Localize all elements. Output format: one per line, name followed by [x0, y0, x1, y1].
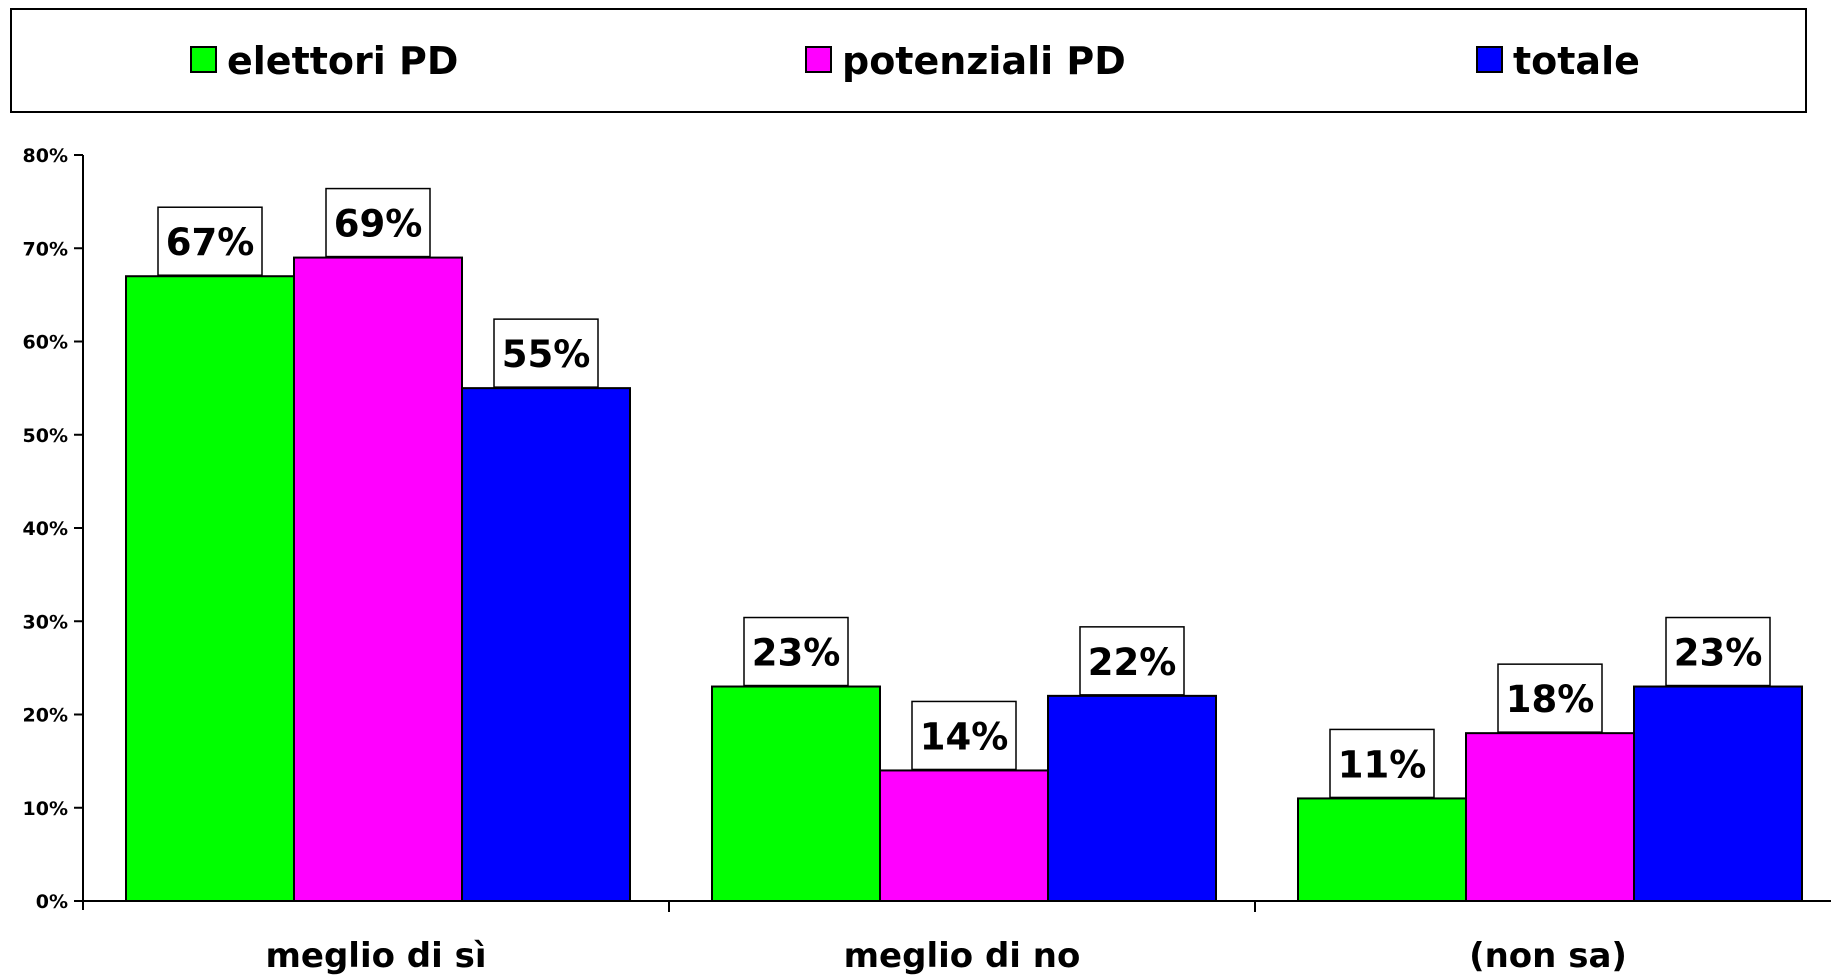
- bar-totale-non-sa: [1633, 685, 1803, 903]
- data-label-frame: [493, 318, 599, 388]
- legend-swatch-potenziali-pd: [805, 46, 832, 73]
- data-label-totale-non-sa: 23%: [1665, 616, 1771, 687]
- data-label-text: 23%: [1674, 632, 1763, 675]
- y-tick-label: 0%: [36, 891, 68, 913]
- data-label-frame: [743, 616, 849, 687]
- y-tick-label: 40%: [23, 518, 68, 540]
- data-label-totale-meglio-di-no: 22%: [1079, 626, 1185, 696]
- legend-label-elettori-pd: elettori PD: [227, 39, 458, 83]
- bar-elettori-pd-meglio-di-no: [711, 685, 881, 903]
- legend-item-potenziali-pd: potenziali PD: [805, 39, 1126, 83]
- legend-swatch-totale: [1476, 46, 1503, 73]
- bar-potenziali-pd-non-sa: [1465, 732, 1635, 903]
- bar-potenziali-pd-meglio-di-s: [293, 256, 463, 902]
- data-label-elettori-pd-meglio-di-no: 23%: [743, 616, 849, 687]
- category-label-meglio-di-no: meglio di no: [844, 936, 1081, 976]
- bar-elettori-pd-meglio-di-s: [125, 275, 295, 903]
- data-label-text: 18%: [1506, 678, 1595, 721]
- bar-elettori-pd-non-sa: [1297, 797, 1467, 902]
- legend-label-totale: totale: [1513, 39, 1640, 83]
- data-label-text: 23%: [752, 632, 841, 675]
- y-tick-label: 10%: [23, 798, 68, 820]
- bar-potenziali-pd-meglio-di-no: [879, 769, 1049, 903]
- data-label-frame: [1497, 663, 1603, 733]
- data-label-text: 14%: [920, 715, 1009, 758]
- legend-item-elettori-pd: elettori PD: [190, 39, 458, 83]
- data-label-elettori-pd-meglio-di-s: 67%: [157, 206, 263, 276]
- data-label-frame: [325, 187, 431, 258]
- data-label-frame: [1079, 626, 1185, 696]
- data-label-elettori-pd-non-sa: 11%: [1329, 728, 1435, 799]
- data-label-frame: [1665, 616, 1771, 687]
- y-tick-label: 80%: [23, 145, 68, 167]
- y-tick-label: 20%: [23, 705, 68, 727]
- data-label-frame: [1329, 728, 1435, 799]
- y-axis: 0% 10% 20% 30% 40% 50% 60% 70% 80%: [23, 145, 84, 913]
- data-label-text: 67%: [166, 221, 255, 264]
- data-label-totale-meglio-di-s: 55%: [493, 318, 599, 388]
- data-label-potenziali-pd-non-sa: 18%: [1497, 663, 1603, 733]
- data-label-frame: [157, 206, 263, 276]
- data-label-text: 55%: [502, 333, 591, 376]
- bar-totale-meglio-di-no: [1047, 694, 1217, 902]
- legend-item-totale: totale: [1476, 39, 1640, 83]
- data-label-potenziali-pd-meglio-di-s: 69%: [325, 187, 431, 258]
- data-labels-layer: 67% 69% 55% 23% 14% 22% 11% 18% 23%: [157, 187, 1771, 799]
- category-label-meglio-di-s: meglio di sì: [265, 936, 486, 976]
- bar-totale-meglio-di-s: [461, 387, 631, 902]
- data-label-text: 11%: [1338, 743, 1427, 786]
- legend-swatch-elettori-pd: [190, 46, 217, 73]
- y-tick-label: 60%: [23, 332, 68, 354]
- x-axis: meglio di sì meglio di no (non sa): [83, 900, 1831, 976]
- category-label-non-sa: (non sa): [1469, 936, 1627, 976]
- bars-layer: [125, 256, 1803, 903]
- legend-label-potenziali-pd: potenziali PD: [842, 39, 1126, 83]
- legend-frame: [10, 8, 1807, 113]
- data-label-potenziali-pd-meglio-di-no: 14%: [911, 700, 1017, 771]
- data-label-text: 69%: [334, 203, 423, 246]
- data-label-text: 22%: [1088, 641, 1177, 684]
- y-tick-label: 50%: [23, 425, 68, 447]
- data-label-frame: [911, 700, 1017, 771]
- y-tick-label: 70%: [23, 238, 68, 260]
- chart-legend: elettori PD potenziali PD totale: [10, 8, 1807, 113]
- y-tick-label: 30%: [23, 611, 68, 633]
